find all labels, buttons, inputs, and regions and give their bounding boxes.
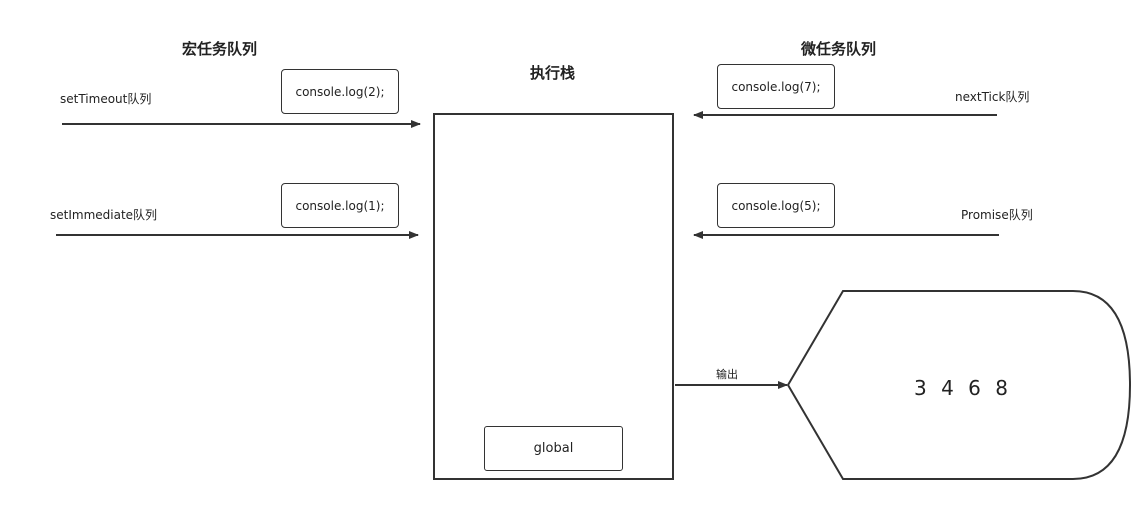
global-frame: global [484, 426, 623, 471]
execution-stack [433, 113, 674, 480]
setimmediate-queue-label: setImmediate队列 [50, 208, 158, 222]
promise-task-box: console.log(5); [717, 183, 835, 228]
promise-queue-label: Promise队列 [961, 208, 1033, 222]
micro-queue-title: 微任务队列 [801, 40, 877, 58]
output-display-shape [786, 290, 1132, 480]
settimeout-task-box: console.log(2); [281, 69, 399, 114]
nexttick-queue-label: nextTick队列 [955, 90, 1030, 104]
stack-title: 执行栈 [530, 64, 576, 82]
settimeout-queue-label: setTimeout队列 [60, 92, 152, 106]
macro-queue-title: 宏任务队列 [182, 40, 258, 58]
output-result: 3 4 6 8 [914, 376, 1009, 400]
setimmediate-task-box: console.log(1); [281, 183, 399, 228]
nexttick-task-box: console.log(7); [717, 64, 835, 109]
output-label: 输出 [716, 368, 738, 381]
